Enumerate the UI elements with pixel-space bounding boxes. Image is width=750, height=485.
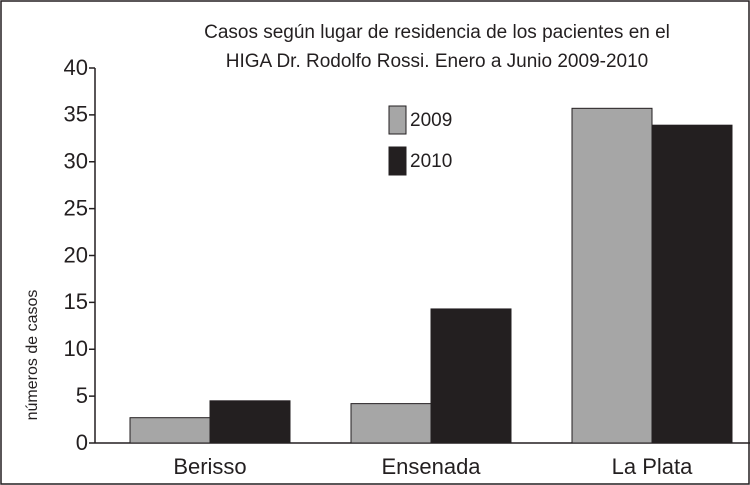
chart-title: Casos según lugar de residencia de los p…: [204, 22, 670, 43]
y-tick-label: 5: [76, 383, 88, 408]
bar: [430, 308, 512, 444]
legend-label: 2010: [410, 151, 452, 172]
legend-swatch: [388, 146, 407, 176]
legend-label: 2009: [410, 110, 452, 131]
x-tick-label: Ensenada: [381, 454, 481, 479]
x-tick-label: La Plata: [612, 454, 693, 479]
y-axis-label: números de casos: [24, 290, 41, 421]
y-tick-label: 0: [76, 430, 88, 455]
y-tick-label: 15: [64, 289, 88, 314]
y-tick-label: 30: [64, 149, 88, 174]
chart-title: HIGA Dr. Rodolfo Rossi. Enero a Junio 20…: [226, 51, 648, 72]
y-tick-label: 10: [64, 336, 88, 361]
x-tick-label: Berisso: [173, 454, 246, 479]
bar: [350, 403, 432, 444]
bar: [651, 124, 733, 444]
bar: [129, 417, 211, 444]
bar: [209, 400, 291, 444]
y-tick-label: 35: [64, 102, 88, 127]
legend-swatch: [388, 105, 407, 135]
y-tick-label: 25: [64, 195, 88, 220]
y-tick-label: 20: [64, 242, 88, 267]
bar: [571, 107, 653, 444]
y-tick-label: 40: [64, 55, 88, 80]
